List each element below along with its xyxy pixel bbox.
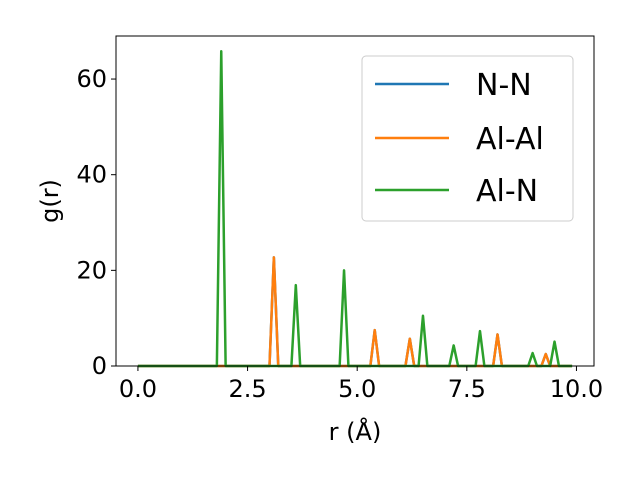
y-tick-label: 40 [76,161,107,189]
y-tick-label: 60 [76,65,107,93]
legend-box [361,55,574,222]
legend: N-N Al-Al Al-N [361,55,574,222]
x-tick-label: 10.0 [550,375,603,403]
x-tick-label: 7.5 [448,375,486,403]
y-tick-label: 20 [76,256,107,284]
plot-frame [115,35,595,367]
x-tick-label: 0.0 [119,375,157,403]
x-axis-label: r (Å) [329,417,382,446]
y-axis-label: g(r) [36,179,64,223]
x-tick-label: 2.5 [228,375,266,403]
legend-label-al-n: Al-N [476,174,538,209]
x-tick-label: 5.0 [338,375,376,403]
legend-label-al-al: Al-Al [476,122,544,157]
series-line-al-al [137,256,573,368]
x-axis: 0.0 2.5 5.0 7.5 10.0 [119,366,603,403]
legend-label-n-n: N-N [476,68,532,103]
y-axis: 0 20 40 60 [76,65,116,380]
y-tick-label: 0 [92,352,107,380]
